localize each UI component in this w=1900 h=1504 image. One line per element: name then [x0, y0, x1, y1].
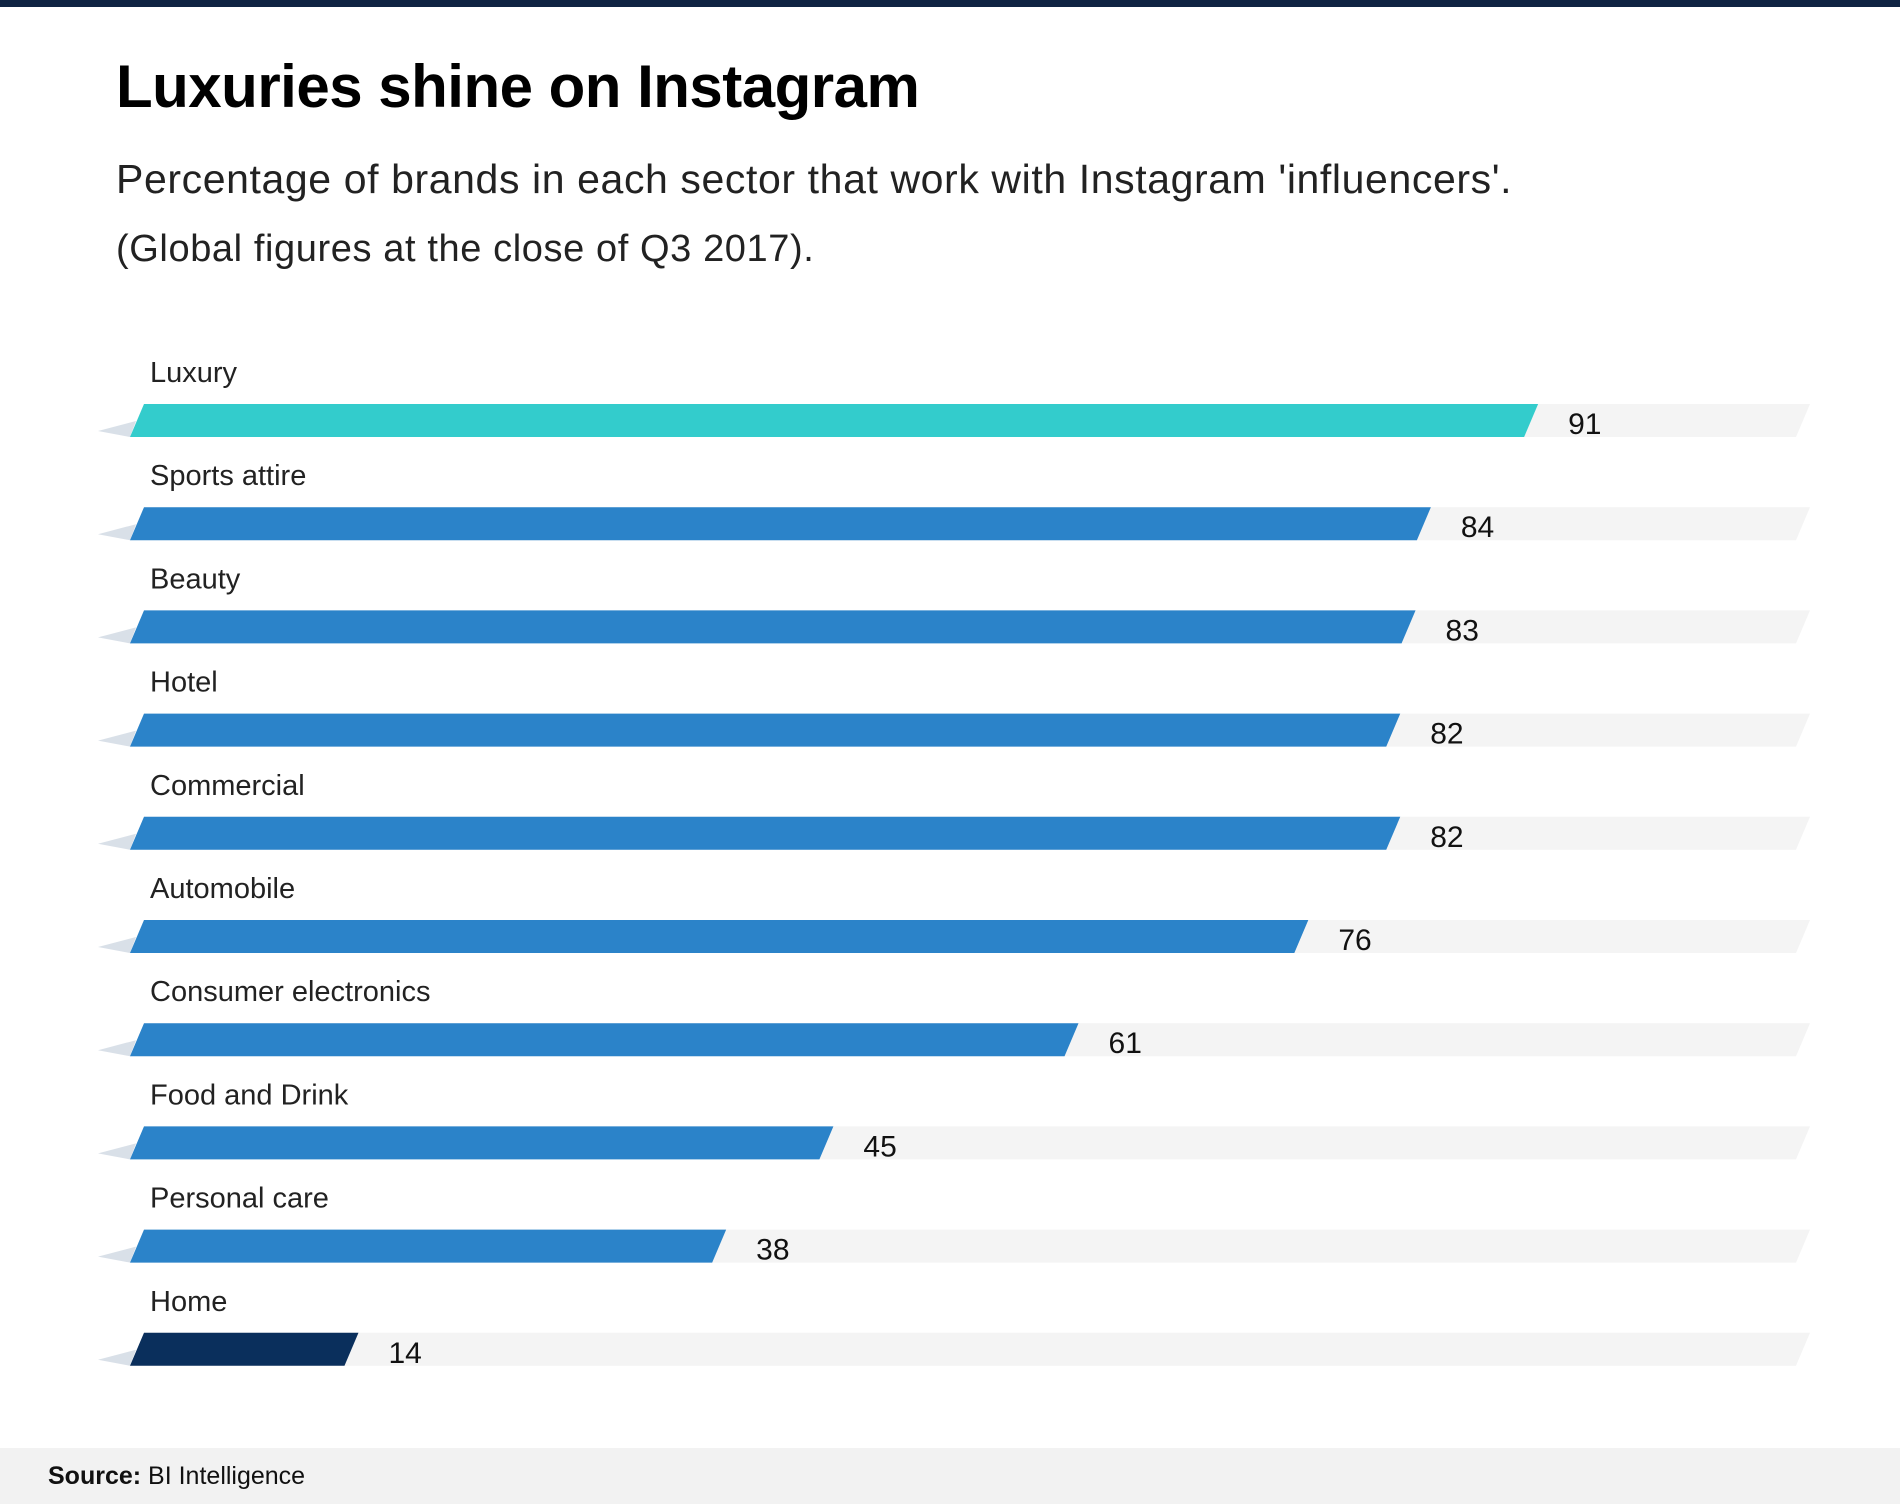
bar-row: Sports attire 84	[98, 460, 1810, 544]
bar	[130, 1126, 834, 1160]
bar	[130, 1332, 359, 1366]
value-label: 91	[1568, 408, 1601, 441]
bar-shadow	[98, 1040, 136, 1057]
bar	[130, 816, 1401, 850]
category-label: Commercial	[150, 770, 305, 802]
value-label: 38	[756, 1234, 789, 1267]
source-note: Source: BI Intelligence	[48, 1462, 305, 1491]
value-label: 61	[1109, 1027, 1142, 1060]
category-label: Sports attire	[150, 460, 306, 492]
bar-row: Personal care 38	[98, 1183, 1810, 1267]
bar-row: Consumer electronics 61	[98, 976, 1810, 1060]
category-label: Personal care	[150, 1183, 329, 1215]
value-label: 83	[1446, 614, 1479, 647]
value-label: 45	[863, 1130, 896, 1163]
bar-shadow	[98, 421, 136, 437]
category-label: Consumer electronics	[150, 976, 430, 1008]
bar-shadow	[98, 937, 136, 953]
chart-subtitle-note: (Global figures at the close of Q3 2017)…	[116, 228, 815, 270]
bar-shadow	[98, 1246, 136, 1263]
bar-row: Commercial 82	[98, 770, 1810, 854]
bar-track	[130, 1332, 1810, 1366]
category-label: Luxury	[150, 357, 238, 389]
chart-title: Luxuries shine on Instagram	[116, 53, 920, 120]
value-label: 76	[1338, 924, 1371, 957]
source-label: Source:	[48, 1462, 142, 1490]
category-label: Hotel	[150, 667, 218, 699]
chart-subtitle: Percentage of brands in each sector that…	[116, 156, 1513, 202]
bar-shadow	[98, 1349, 136, 1366]
bar-row: Home 14	[98, 1286, 1810, 1370]
bar-row: Food and Drink 45	[98, 1079, 1810, 1163]
bar	[130, 610, 1416, 644]
bar-shadow	[98, 627, 136, 644]
category-label: Food and Drink	[150, 1079, 349, 1111]
bar	[130, 920, 1309, 953]
bar-row: Automobile 76	[98, 873, 1810, 957]
bar	[130, 1229, 727, 1263]
bar-shadow	[98, 524, 136, 541]
bar-shadow	[98, 1143, 136, 1160]
footer: Source: BI Intelligence	[0, 1448, 1900, 1504]
bar-row: Hotel 82	[98, 667, 1810, 751]
bar-shadow	[98, 730, 136, 747]
bar	[130, 713, 1401, 747]
value-label: 84	[1461, 511, 1494, 544]
category-label: Automobile	[150, 873, 295, 905]
category-label: Beauty	[150, 563, 241, 595]
value-label: 14	[388, 1337, 421, 1370]
bar-row: Beauty 83	[98, 563, 1810, 647]
bar-row: Luxury 91	[98, 357, 1810, 441]
bar	[130, 1023, 1079, 1057]
value-label: 82	[1430, 821, 1463, 854]
top-rule	[0, 0, 1900, 7]
bar	[130, 404, 1539, 437]
bar	[130, 507, 1431, 541]
bar-shadow	[98, 833, 136, 850]
value-label: 82	[1430, 718, 1463, 751]
category-label: Home	[150, 1286, 227, 1318]
source-value: BI Intelligence	[148, 1462, 306, 1490]
